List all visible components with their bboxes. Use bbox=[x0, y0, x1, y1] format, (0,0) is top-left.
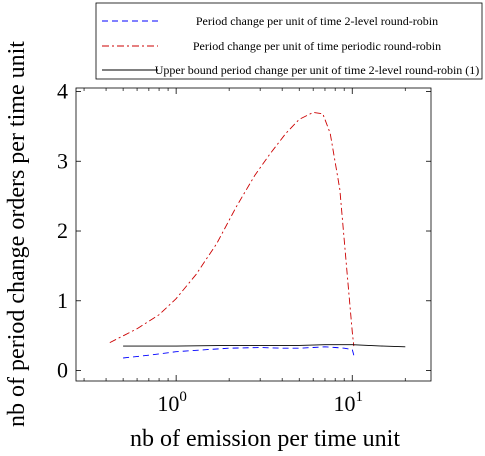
x-axis-title: nb of emission per time unit bbox=[130, 426, 400, 452]
x-tick-label-exponent: 1 bbox=[356, 389, 364, 405]
series-line-1 bbox=[123, 346, 355, 359]
legend: Period change per unit of time 2-level r… bbox=[95, 2, 483, 80]
x-tick-label-exponent: 0 bbox=[179, 389, 187, 405]
legend-label-3: Upper bound period change per unit of ti… bbox=[155, 63, 480, 77]
legend-label-1: Period change per unit of time 2-level r… bbox=[196, 14, 438, 28]
y-tick-label: 2 bbox=[57, 218, 68, 243]
y-tick-label: 0 bbox=[57, 358, 68, 383]
plot-frame bbox=[75, 87, 432, 382]
x-tick-label: 100 bbox=[157, 389, 187, 416]
y-tick-label: 3 bbox=[57, 148, 68, 173]
x-tick-label-base: 10 bbox=[334, 391, 356, 416]
x-tick-label-base: 10 bbox=[157, 391, 179, 416]
y-tick-label: 1 bbox=[57, 288, 68, 313]
legend-label-2: Period change per unit of time periodic … bbox=[193, 39, 441, 53]
y-axis-title: nb of period change orders per time unit bbox=[4, 41, 30, 427]
y-tick-label: 4 bbox=[57, 78, 68, 103]
x-tick-label: 101 bbox=[334, 389, 364, 416]
series-line-2 bbox=[109, 111, 355, 347]
legend-box bbox=[95, 2, 483, 80]
series-line-3 bbox=[123, 344, 406, 348]
series-layer bbox=[109, 111, 406, 359]
